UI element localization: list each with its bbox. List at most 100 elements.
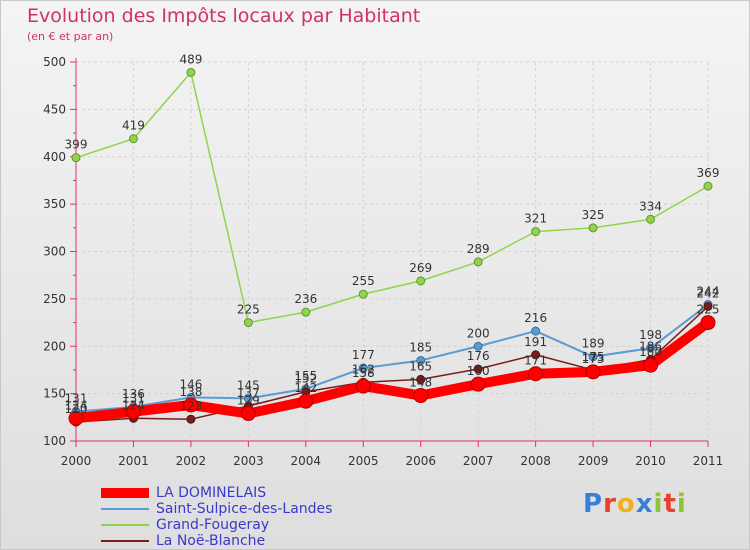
y-tick-label: 150 xyxy=(43,387,66,401)
legend-item: Grand-Fougeray xyxy=(101,517,401,533)
data-label: 131 xyxy=(122,392,145,406)
legend-swatch xyxy=(101,488,149,498)
data-label: 325 xyxy=(582,208,605,222)
legend-swatch xyxy=(101,508,149,510)
logo-letter: t xyxy=(663,489,676,519)
data-label: 148 xyxy=(409,376,432,390)
data-point xyxy=(359,290,367,298)
proxiti-logo: Proxiti xyxy=(583,489,687,519)
x-tick-label: 2001 xyxy=(118,454,149,468)
data-label: 255 xyxy=(352,274,375,288)
data-label: 216 xyxy=(524,311,547,325)
data-label: 142 xyxy=(294,381,317,395)
data-label: 173 xyxy=(582,352,605,366)
legend-item: LA DOMINELAIS xyxy=(101,485,401,501)
legend-item: Saint-Sulpice-des-Landes xyxy=(101,501,401,517)
x-tick-label: 2000 xyxy=(61,454,92,468)
data-label: 158 xyxy=(352,366,375,380)
data-label: 177 xyxy=(352,348,375,362)
data-label: 165 xyxy=(409,359,432,373)
data-label: 289 xyxy=(467,242,490,256)
data-label: 129 xyxy=(237,394,260,408)
y-tick-label: 350 xyxy=(43,197,66,211)
logo-letter: i xyxy=(654,489,664,519)
chart-frame: Evolution des Impôts locaux par Habitant… xyxy=(0,0,750,550)
x-tick-label: 2002 xyxy=(176,454,207,468)
data-point xyxy=(241,407,255,421)
data-label: 124 xyxy=(65,398,88,412)
data-label: 171 xyxy=(524,354,547,368)
data-point xyxy=(704,182,712,190)
data-point xyxy=(302,308,310,316)
y-tick-label: 250 xyxy=(43,292,66,306)
x-tick-label: 2010 xyxy=(635,454,666,468)
legend-label: La Noë-Blanche xyxy=(156,533,265,549)
data-label: 399 xyxy=(65,138,88,152)
data-point xyxy=(471,377,485,391)
data-label: 419 xyxy=(122,119,145,133)
data-point xyxy=(529,367,543,381)
legend-swatch xyxy=(101,524,149,526)
x-tick-label: 2003 xyxy=(233,454,264,468)
y-tick-label: 100 xyxy=(43,434,66,448)
y-tick-label: 450 xyxy=(43,102,66,116)
data-label: 123 xyxy=(179,399,202,413)
data-label: 334 xyxy=(639,199,662,213)
data-label: 236 xyxy=(294,292,317,306)
logo-letter: P xyxy=(583,489,603,519)
data-point xyxy=(187,415,195,423)
data-label: 225 xyxy=(237,303,260,317)
data-label: 176 xyxy=(467,349,490,363)
data-label: 200 xyxy=(467,326,490,340)
logo-letter: x xyxy=(636,489,654,519)
data-point xyxy=(532,228,540,236)
data-label: 189 xyxy=(582,337,605,351)
data-label: 489 xyxy=(179,52,202,66)
data-point xyxy=(589,224,597,232)
data-point xyxy=(244,319,252,327)
data-label: 180 xyxy=(639,345,662,359)
legend: LA DOMINELAIS Saint-Sulpice-des-Landes G… xyxy=(101,485,401,549)
data-label: 191 xyxy=(524,335,547,349)
legend-item: La Noë-Blanche xyxy=(101,533,401,549)
x-tick-label: 2004 xyxy=(291,454,322,468)
data-point xyxy=(586,365,600,379)
data-label: 242 xyxy=(697,286,720,300)
data-point xyxy=(129,135,137,143)
legend-label: LA DOMINELAIS xyxy=(156,485,266,501)
logo-letter: r xyxy=(603,489,617,519)
logo-letter: i xyxy=(677,489,687,519)
data-label: 160 xyxy=(467,364,490,378)
y-tick-label: 200 xyxy=(43,339,66,353)
data-point xyxy=(647,215,655,223)
x-tick-label: 2008 xyxy=(520,454,551,468)
series-line xyxy=(76,72,708,322)
legend-swatch xyxy=(101,540,149,542)
data-label: 225 xyxy=(697,303,720,317)
data-point xyxy=(644,358,658,372)
logo-letter: o xyxy=(617,489,636,519)
data-label: 138 xyxy=(179,385,202,399)
data-point xyxy=(701,316,715,330)
legend-label: Saint-Sulpice-des-Landes xyxy=(156,501,332,517)
data-label: 369 xyxy=(697,166,720,180)
data-point xyxy=(474,258,482,266)
data-point xyxy=(414,389,428,403)
data-point xyxy=(72,154,80,162)
data-point xyxy=(417,277,425,285)
x-tick-label: 2005 xyxy=(348,454,379,468)
series-line xyxy=(76,323,708,419)
data-label: 269 xyxy=(409,261,432,275)
data-label: 321 xyxy=(524,212,547,226)
data-point xyxy=(187,68,195,76)
x-tick-label: 2011 xyxy=(693,454,724,468)
legend-label: Grand-Fougeray xyxy=(156,517,269,533)
y-tick-label: 400 xyxy=(43,150,66,164)
x-tick-label: 2007 xyxy=(463,454,494,468)
data-point xyxy=(356,379,370,393)
x-tick-label: 2006 xyxy=(405,454,436,468)
data-label: 185 xyxy=(409,340,432,354)
line-chart: 1001502002503003504004505002000 2001 2002 2… xyxy=(1,1,750,550)
y-tick-label: 500 xyxy=(43,55,66,69)
x-tick-label: 2009 xyxy=(578,454,609,468)
